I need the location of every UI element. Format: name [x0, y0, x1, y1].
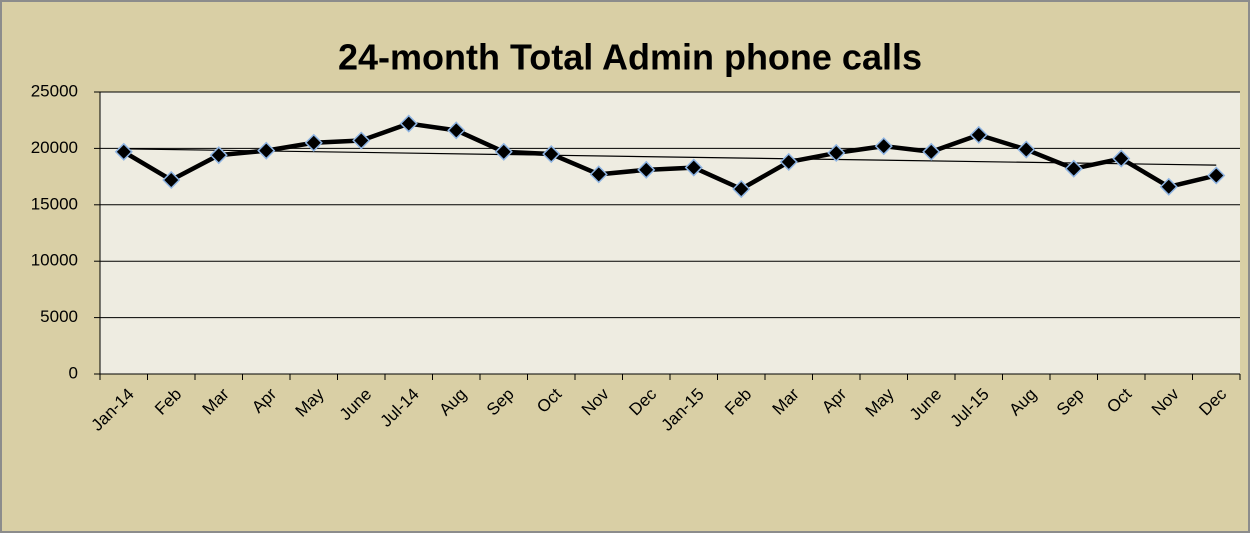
data-point	[542, 144, 561, 164]
data-point	[114, 142, 133, 161]
data-point	[209, 146, 228, 165]
y-tick-label: 5000	[40, 307, 78, 326]
data-point	[1017, 140, 1036, 159]
data-point	[1064, 159, 1083, 178]
data-point	[1207, 166, 1226, 185]
data-point	[732, 179, 751, 199]
data-point	[779, 152, 798, 171]
data-point	[257, 141, 276, 160]
data-point	[304, 133, 323, 152]
data-point	[399, 114, 418, 133]
data-point	[162, 170, 181, 190]
y-tick-label: 10000	[31, 251, 78, 270]
data-point	[637, 160, 656, 179]
plot-area	[100, 92, 1240, 374]
data-point	[922, 142, 941, 161]
data-point	[447, 121, 466, 140]
y-tick-label: 25000	[31, 81, 78, 100]
data-point	[874, 137, 893, 156]
data-point	[352, 131, 371, 150]
chart-title: 24-month Total Admin phone calls	[338, 37, 922, 78]
y-tick-label: 15000	[31, 194, 78, 213]
data-line	[122, 121, 1217, 192]
data-point	[1112, 149, 1131, 168]
data-point	[969, 125, 988, 144]
data-point	[589, 165, 608, 184]
y-tick-label: 20000	[31, 138, 78, 157]
data-point	[684, 158, 703, 177]
data-point	[827, 143, 846, 162]
data-point	[1159, 177, 1178, 196]
y-tick-label: 0	[69, 363, 78, 382]
data-point	[494, 142, 513, 161]
trendline	[123, 148, 1217, 166]
